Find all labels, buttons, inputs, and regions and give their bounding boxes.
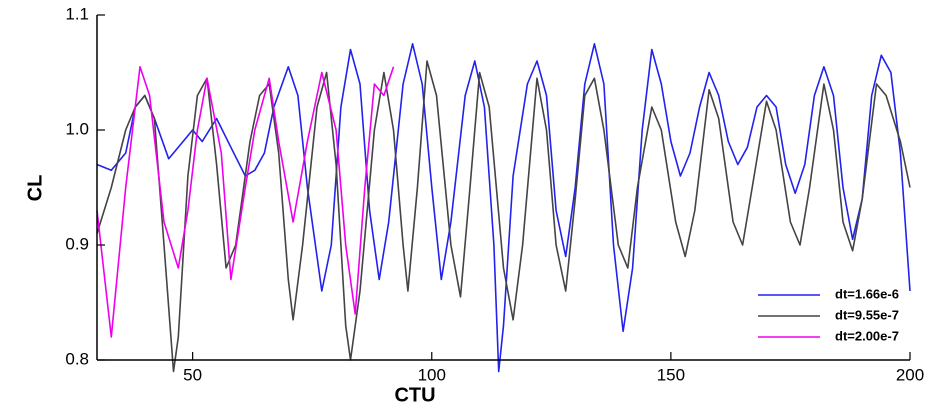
y-tick-label: 0.8 (65, 349, 89, 368)
data-line (96, 66, 395, 338)
x-tick-label: 150 (657, 365, 685, 384)
y-tick-label: 0.9 (65, 234, 89, 253)
legend-label: dt=1.66e-6 (835, 286, 899, 301)
legend-label: dt=9.55e-7 (835, 307, 899, 322)
x-tick-label: 200 (896, 365, 924, 384)
y-tick-label: 1.1 (65, 4, 89, 23)
data-line (96, 60, 911, 373)
x-tick-label: 100 (418, 365, 446, 384)
data-line (96, 43, 911, 373)
legend-label: dt=2.00e-7 (835, 328, 899, 343)
x-axis-title: CTU (394, 384, 435, 406)
y-tick-label: 1.0 (65, 119, 89, 138)
x-tick-label: 50 (183, 365, 202, 384)
y-axis-title: CL (24, 175, 46, 202)
